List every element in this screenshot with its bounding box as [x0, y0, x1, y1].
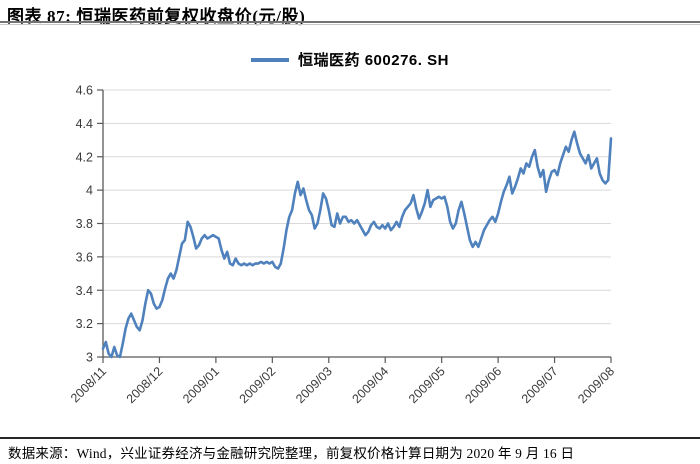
chart-legend: 恒瑞医药 600276. SH: [0, 49, 700, 70]
x-tick-label: 2009/07: [519, 364, 561, 406]
y-tick-label: 4: [86, 184, 93, 198]
price-chart-area: 3 3.2 3.4 3.6 3.8 4 4.2 4.4 4.6 2008/11 2008/12 200…: [0, 80, 700, 432]
y-tick-label: 3.8: [76, 217, 93, 231]
y-tick-label: 3.4: [76, 284, 93, 298]
x-tick-label: 2009/01: [180, 364, 222, 406]
title-rule-dark: [0, 21, 700, 23]
data-source-note: 数据来源：Wind，兴业证券经济与金融研究院整理，前复权价格计算日期为 2020…: [8, 446, 575, 461]
x-tick-label: 2009/04: [349, 364, 391, 406]
y-tick-label: 3: [86, 351, 93, 365]
y-tick-label: 3.2: [76, 317, 93, 331]
y-tick-label: 4.2: [76, 150, 93, 164]
title-rule-light: [0, 24, 700, 25]
price-line-chart: 3 3.2 3.4 3.6 3.8 4 4.2 4.4 4.6 2008/11 2008/12 200…: [68, 84, 617, 407]
x-tick-label: 2009/06: [462, 364, 504, 406]
x-tick-label: 2009/08: [575, 364, 617, 406]
series-line-hengrui: [101, 130, 613, 359]
y-tick-label: 4.6: [76, 84, 93, 98]
legend-line-swatch: [251, 57, 290, 62]
footer-rule: [0, 437, 700, 439]
x-tick-label: 2009/02: [237, 364, 279, 406]
x-tick-label: 2008/12: [124, 364, 166, 406]
x-tick-label: 2008/11: [68, 364, 109, 405]
x-tick-label: 2009/03: [293, 364, 335, 406]
x-tick-label: 2009/05: [406, 364, 448, 406]
y-tick-label: 4.4: [76, 117, 93, 131]
legend-series-label: 恒瑞医药 600276. SH: [298, 52, 449, 69]
y-tick-label: 3.6: [76, 250, 93, 264]
